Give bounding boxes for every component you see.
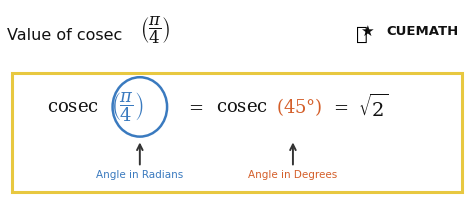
FancyBboxPatch shape — [12, 73, 462, 192]
Text: $=$: $=$ — [329, 98, 348, 116]
Text: $\mathrm{cosec}$: $\mathrm{cosec}$ — [47, 98, 100, 116]
Text: 🚀: 🚀 — [356, 25, 368, 44]
Text: Value of cosec: Value of cosec — [7, 28, 122, 43]
Text: $\left(\dfrac{\pi}{4}\right)$: $\left(\dfrac{\pi}{4}\right)$ — [111, 90, 144, 124]
Text: $\sqrt{2}$: $\sqrt{2}$ — [358, 93, 389, 121]
Text: $\left(\dfrac{\pi}{4}\right)$: $\left(\dfrac{\pi}{4}\right)$ — [140, 15, 170, 46]
Text: $\bigstar$: $\bigstar$ — [360, 24, 375, 39]
Text: $\mathrm{cosec}$: $\mathrm{cosec}$ — [216, 98, 268, 116]
Text: Angle in Degrees: Angle in Degrees — [248, 170, 337, 180]
Text: $(45°)$: $(45°)$ — [276, 96, 322, 118]
Text: $=$: $=$ — [185, 98, 204, 116]
Text: CUEMATH: CUEMATH — [386, 25, 458, 38]
Text: Angle in Radians: Angle in Radians — [96, 170, 183, 180]
